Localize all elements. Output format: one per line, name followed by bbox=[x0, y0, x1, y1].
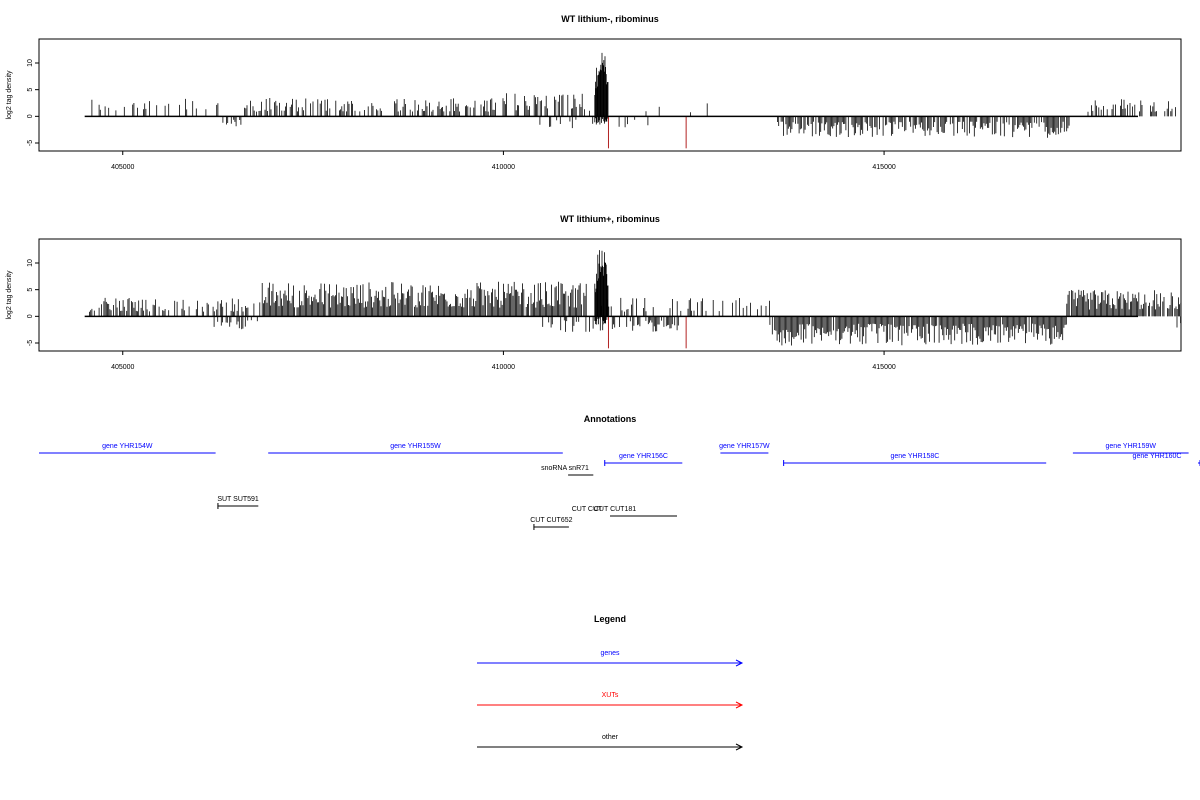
feature-label: gene YHR158C bbox=[890, 453, 939, 460]
feature-arrow bbox=[39, 452, 216, 454]
plot-frame bbox=[38, 238, 1182, 352]
y-tick-label: 10 bbox=[27, 59, 34, 67]
feature-label: CUT CUT181 bbox=[594, 506, 636, 513]
x-tick-label: 415000 bbox=[872, 364, 895, 371]
legend-item-arrow bbox=[477, 701, 744, 709]
annotations-title: Annotations bbox=[584, 414, 637, 424]
x-tick-label: 410000 bbox=[492, 364, 515, 371]
feature-arrow bbox=[783, 459, 1047, 467]
y-tick-label: 5 bbox=[27, 88, 34, 92]
legend-item-label: genes bbox=[600, 650, 620, 657]
legend-item-label: other bbox=[602, 734, 619, 741]
legend-panel: Legend genes XUTs other bbox=[477, 614, 744, 751]
y-tick-label: -5 bbox=[27, 340, 34, 346]
feature-label: gene YHR155W bbox=[390, 443, 441, 450]
legend-item-label: XUTs bbox=[602, 692, 619, 699]
y-tick-label: -5 bbox=[27, 140, 34, 146]
x-tick-label: 405000 bbox=[111, 164, 134, 171]
legend-item-arrow bbox=[477, 659, 744, 667]
y-tick-label: 0 bbox=[27, 314, 34, 318]
feature-label: snoRNA snR71 bbox=[541, 465, 589, 472]
annotations-panel: Annotations gene YHR154W gene YHR155W gene … bbox=[39, 414, 1200, 531]
feature-arrow bbox=[268, 452, 563, 454]
y-tick-label: 10 bbox=[27, 259, 34, 267]
feature-label: gene YHR159W bbox=[1106, 443, 1157, 450]
feature-label: CUT CUT652 bbox=[530, 517, 572, 524]
track-bars bbox=[84, 250, 1181, 349]
track-panel-lithium-plus: WT lithium+, ribominus -5 0 5 10 log2 tag den… bbox=[6, 214, 1182, 371]
feature-arrow bbox=[604, 459, 683, 467]
x-tick-label: 410000 bbox=[492, 164, 515, 171]
feature-arrow bbox=[1072, 452, 1189, 454]
arrow-head bbox=[735, 701, 744, 709]
feature-arrow bbox=[610, 515, 627, 517]
feature-label: gene YHR154W bbox=[102, 443, 153, 450]
feature-arrow bbox=[568, 474, 594, 476]
plot-frame bbox=[38, 38, 1182, 152]
x-tick-label: 405000 bbox=[111, 364, 134, 371]
y-tick-label: 5 bbox=[27, 288, 34, 292]
track-panel-lithium-minus: WT lithium-, ribominus -5 0 5 10 log2 tag den… bbox=[6, 14, 1182, 171]
feature-arrow bbox=[533, 523, 569, 531]
legend-item-arrow bbox=[477, 743, 744, 751]
feature-label: SUT SUT591 bbox=[217, 496, 259, 503]
track-title: WT lithium+, ribominus bbox=[560, 214, 660, 224]
y-axis-label: log2 tag density bbox=[6, 270, 13, 320]
feature-arrow bbox=[621, 515, 677, 517]
feature-label: gene YHR156C bbox=[619, 453, 668, 460]
arrow-head bbox=[735, 659, 744, 667]
arrow-head bbox=[735, 743, 744, 751]
legend-title: Legend bbox=[594, 614, 626, 624]
feature-label: CUT CUT bbox=[572, 506, 603, 513]
feature-label: gene YHR157W bbox=[719, 443, 770, 450]
track-bars bbox=[84, 52, 1176, 149]
feature-arrow bbox=[217, 502, 259, 510]
y-axis-label: log2 tag density bbox=[6, 70, 13, 120]
feature-label: gene YHR160C bbox=[1133, 453, 1182, 460]
x-tick-label: 415000 bbox=[872, 164, 895, 171]
track-title: WT lithium-, ribominus bbox=[561, 14, 659, 24]
y-tick-label: 0 bbox=[27, 114, 34, 118]
feature-arrow bbox=[720, 452, 769, 454]
